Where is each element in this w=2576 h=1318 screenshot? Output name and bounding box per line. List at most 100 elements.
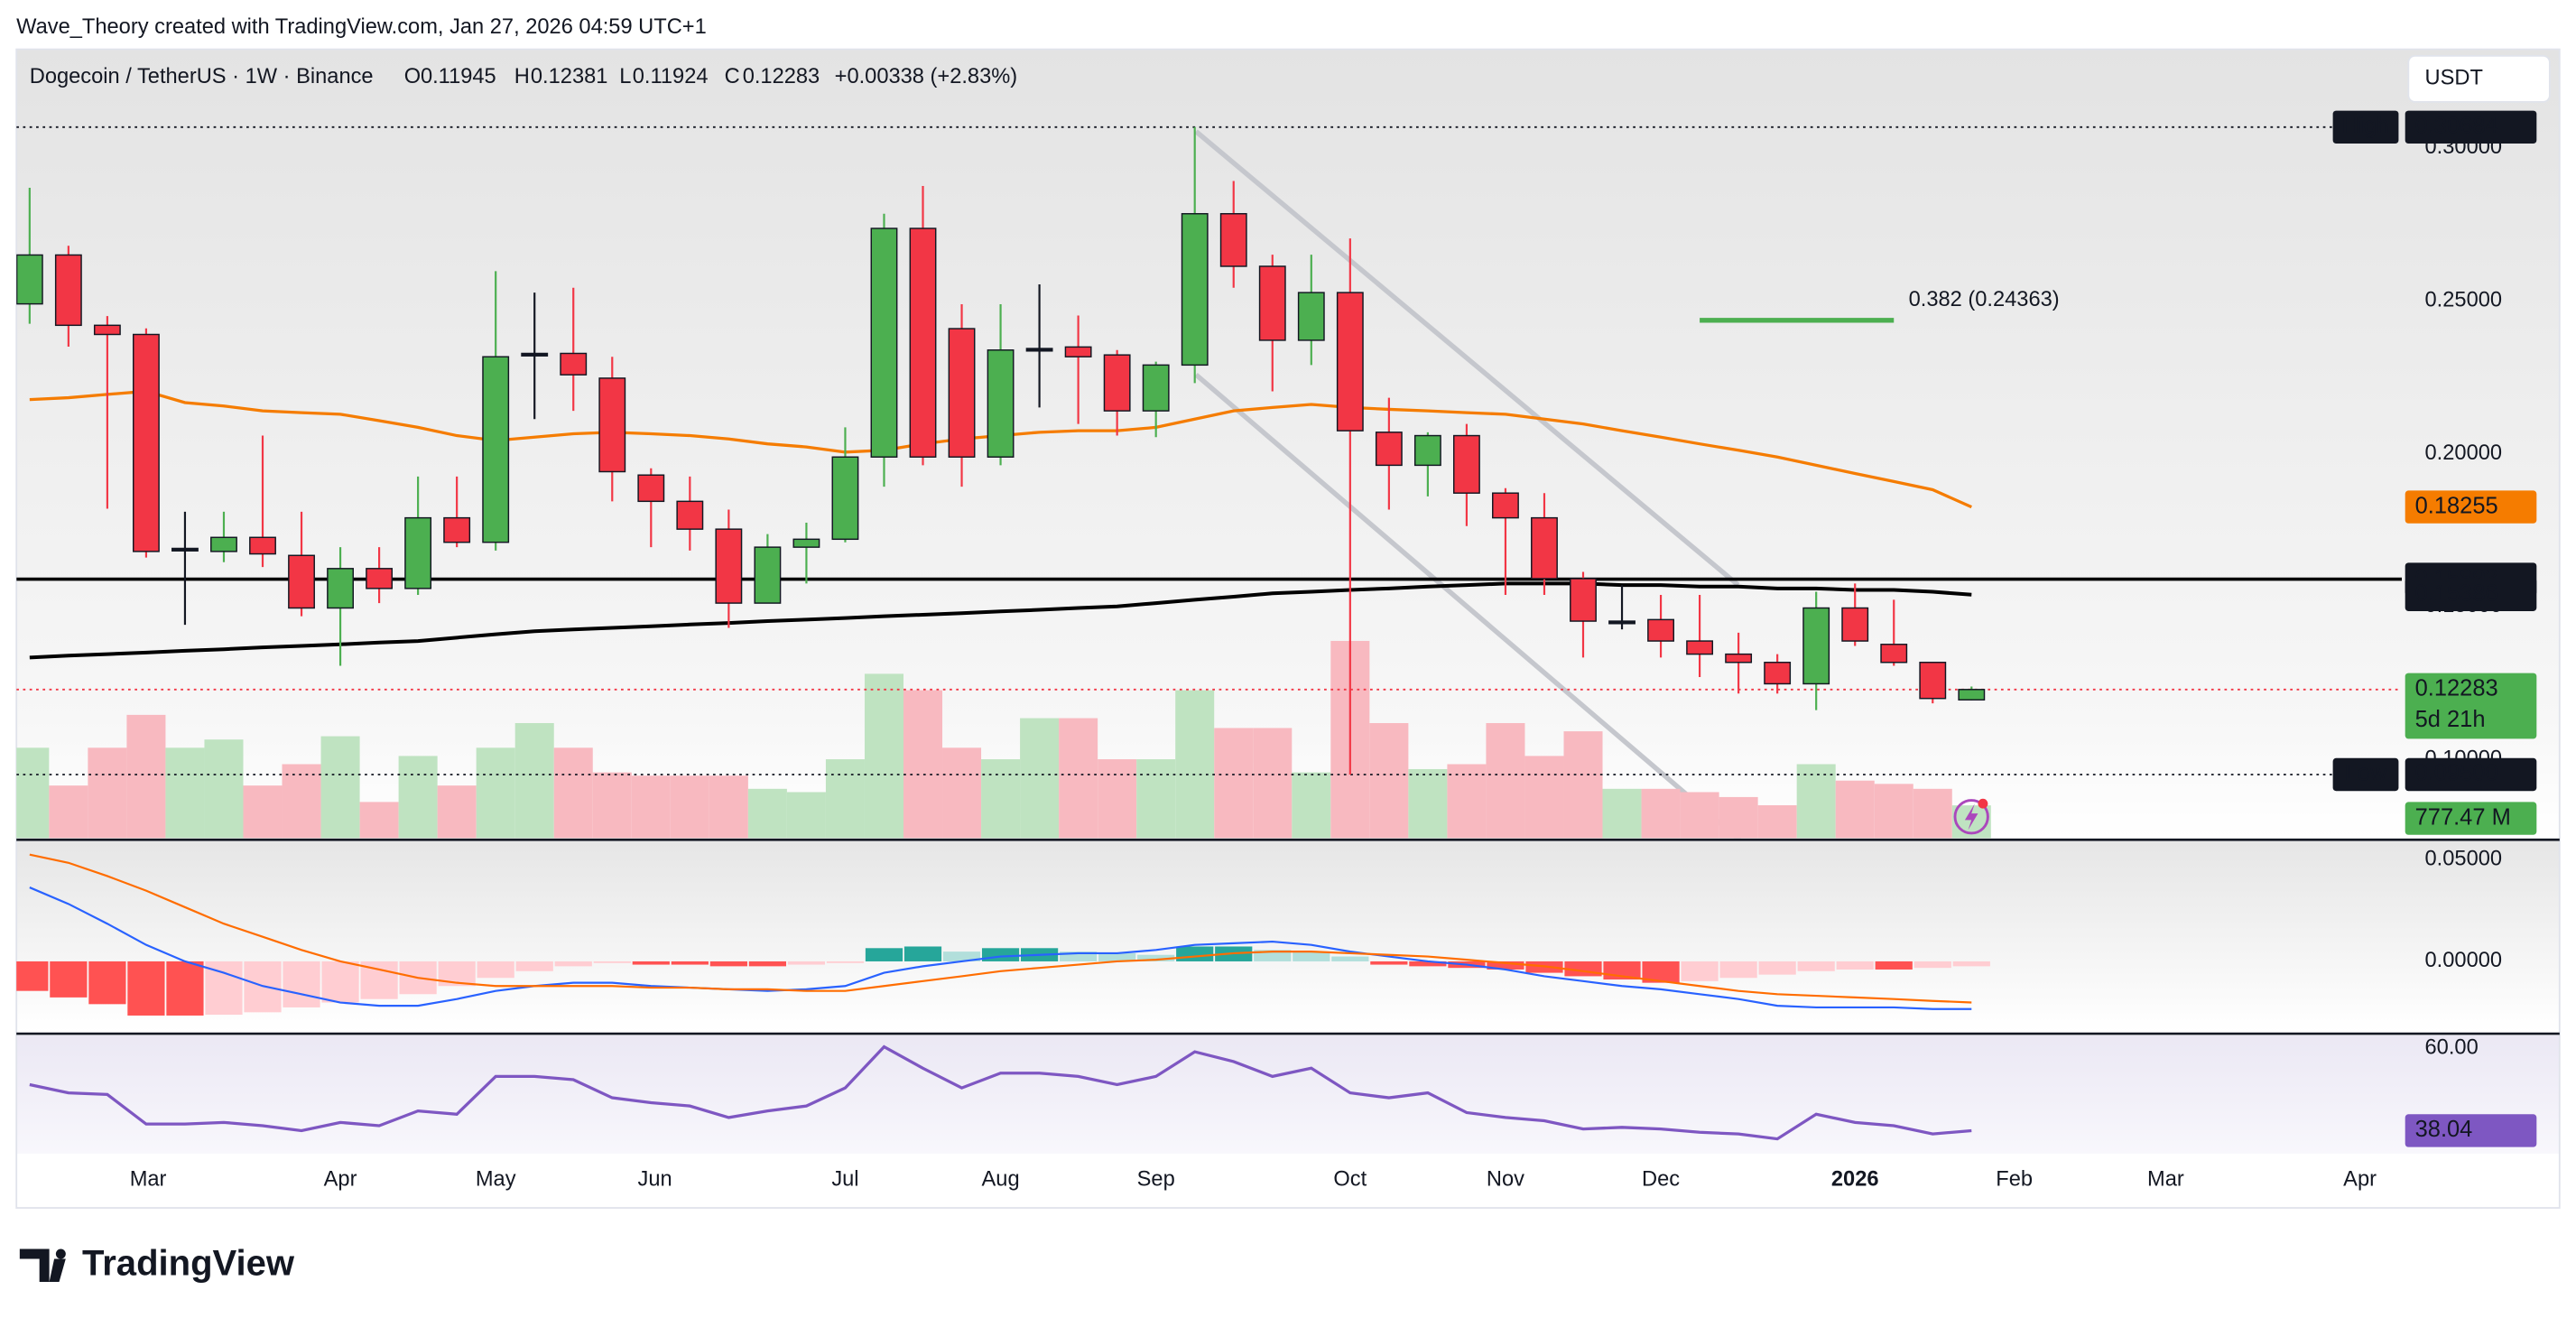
macd-histogram-bar bbox=[1952, 961, 1990, 967]
candle-body bbox=[1336, 292, 1364, 432]
macd-histogram-bar bbox=[515, 961, 553, 971]
candle-body bbox=[560, 352, 588, 376]
candle-body bbox=[210, 536, 237, 552]
macd-histogram-bar bbox=[1370, 961, 1408, 965]
volume-bar bbox=[1020, 718, 1060, 839]
price-tag: 0.12283 bbox=[2415, 676, 2498, 701]
volume-bar bbox=[88, 747, 127, 839]
x-tick-label: 2026 bbox=[1831, 1167, 1879, 1191]
candle-body bbox=[366, 568, 394, 589]
candle-body bbox=[715, 528, 743, 604]
legend-text: 0.12283 bbox=[743, 65, 820, 88]
macd-histogram-bar bbox=[632, 961, 670, 965]
rsi-plot bbox=[29, 1044, 1972, 1141]
volume-bar bbox=[1175, 690, 1215, 839]
volume-bar bbox=[398, 756, 438, 839]
volume-tag-box bbox=[2405, 802, 2537, 835]
macd-histogram-bar bbox=[1098, 952, 1136, 961]
logo: TradingView bbox=[19, 1243, 295, 1283]
macd-histogram-bar bbox=[554, 961, 592, 967]
candle-body bbox=[404, 516, 432, 589]
volume-bar bbox=[631, 775, 671, 839]
chart-frame bbox=[15, 48, 2561, 1209]
rsi-pane bbox=[16, 1035, 2560, 1154]
macd-pane bbox=[16, 841, 2560, 1033]
candle-body bbox=[327, 568, 354, 609]
volume-bar bbox=[1369, 722, 1409, 839]
x-tick-label: May bbox=[476, 1167, 516, 1191]
legend-text: 0.11945 bbox=[421, 65, 496, 88]
volume-bar bbox=[16, 747, 50, 839]
macd-histogram-bar bbox=[787, 961, 826, 965]
macd-histogram-bar bbox=[1293, 951, 1330, 961]
legend-text: C bbox=[725, 65, 740, 88]
macd-histogram-bar bbox=[50, 961, 88, 998]
volume-bar bbox=[1253, 728, 1293, 839]
volume-bar bbox=[243, 785, 283, 839]
volume-bar bbox=[282, 764, 321, 839]
macd-histogram-bar bbox=[1176, 946, 1214, 961]
fib-label: 0.382 (0.24363) bbox=[1909, 288, 2060, 311]
marker-value: 0.30684 bbox=[2415, 114, 2498, 139]
y-tick-label: 0.25000 bbox=[2425, 288, 2503, 311]
macd-histogram-bar bbox=[1681, 961, 1719, 981]
x-tick-label: Apr bbox=[324, 1167, 357, 1191]
candle-body bbox=[1413, 434, 1441, 467]
volume-bar bbox=[1098, 759, 1137, 839]
legend-text: 0.11924 bbox=[633, 65, 709, 88]
legend-text: O bbox=[404, 65, 421, 88]
macd-histogram-bar bbox=[1797, 961, 1835, 971]
x-tick-label: Mar bbox=[130, 1167, 167, 1191]
macd-histogram-bar bbox=[1913, 961, 1951, 969]
candle-body bbox=[754, 546, 782, 604]
volume-bar bbox=[1913, 788, 1952, 839]
currency: USDT bbox=[2425, 67, 2483, 90]
candle-body bbox=[792, 538, 820, 548]
x-tick-label: Oct bbox=[1333, 1167, 1367, 1191]
channel-line bbox=[1194, 372, 1742, 839]
candle-body bbox=[637, 474, 665, 503]
alert-ring bbox=[1953, 799, 1989, 835]
volume-bar bbox=[670, 775, 709, 839]
volume-bar bbox=[320, 736, 360, 839]
candle-body bbox=[1492, 492, 1519, 519]
volume-bar bbox=[1641, 788, 1681, 839]
marker-value-box bbox=[2405, 110, 2537, 144]
volume-bar bbox=[1292, 772, 1331, 839]
logo-dot bbox=[55, 1248, 66, 1259]
currency-button[interactable]: USDT bbox=[2407, 54, 2551, 103]
alert-icon[interactable] bbox=[1953, 798, 1989, 835]
candle-body bbox=[1958, 689, 1986, 701]
candle-body bbox=[1452, 434, 1480, 494]
candle-body bbox=[171, 547, 199, 552]
marker-title: Low bbox=[2345, 761, 2387, 786]
macd-histogram-bar bbox=[1331, 956, 1369, 961]
volume-bar bbox=[942, 747, 982, 839]
candle-body bbox=[54, 254, 82, 327]
macd-histogram-bar bbox=[321, 961, 359, 1003]
price-tag-box bbox=[2405, 673, 2537, 739]
x-tick-label: Dec bbox=[1642, 1167, 1680, 1191]
candle-body bbox=[1297, 292, 1325, 341]
volume-bar bbox=[437, 785, 477, 839]
macd-histogram-bar bbox=[88, 961, 126, 1005]
legend-text: H bbox=[514, 65, 530, 88]
volume-bar bbox=[514, 722, 554, 839]
macd-histogram-bar bbox=[1836, 961, 1874, 970]
rsi-tag: 38.04 bbox=[2415, 1117, 2473, 1142]
marker-value-box bbox=[2405, 757, 2537, 792]
volume-bar bbox=[864, 673, 903, 839]
candle-body bbox=[1570, 578, 1597, 622]
candle-body bbox=[521, 352, 549, 357]
rsi-line bbox=[29, 1044, 1972, 1141]
candle-body bbox=[16, 254, 43, 305]
volume-bar bbox=[126, 714, 166, 839]
volume-bar bbox=[709, 775, 748, 839]
volume-bar bbox=[1602, 788, 1642, 839]
y-tick-label: 0.05000 bbox=[2425, 847, 2503, 870]
volume-bar bbox=[1486, 722, 1525, 839]
macd-histogram-bar bbox=[826, 961, 865, 963]
volume-bar bbox=[1408, 768, 1448, 839]
